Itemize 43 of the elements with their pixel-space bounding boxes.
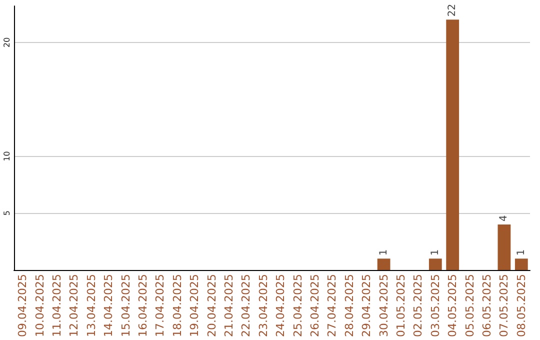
x-tick-label: 25.04.2025 [291, 274, 304, 337]
x-tick-label: 15.04.2025 [119, 274, 132, 337]
y-tick-label: 20 [2, 37, 12, 48]
x-tick-label: 01.05.2025 [394, 274, 408, 337]
x-tick-label: 10.04.2025 [33, 274, 46, 337]
x-tick-label: 06.05.2025 [480, 274, 494, 337]
x-tick-label: 14.04.2025 [102, 274, 116, 337]
x-tick-label: 20.04.2025 [205, 274, 218, 337]
x-tick-label: 21.04.2025 [222, 274, 236, 337]
x-tick-label: 09.04.2025 [16, 274, 30, 337]
bar [377, 258, 390, 270]
x-tick-label: 05.05.2025 [463, 274, 476, 337]
x-tick-label: 13.04.2025 [84, 274, 98, 337]
data-label: 1 [516, 249, 527, 256]
x-tick-label: 23.04.2025 [256, 274, 270, 337]
x-tick-label: 29.04.2025 [360, 274, 374, 337]
x-tick-label: 26.04.2025 [308, 274, 322, 337]
x-tick-label: 30.04.2025 [377, 274, 390, 337]
x-tick-label: 28.04.2025 [342, 274, 356, 337]
data-label: 22 [447, 4, 458, 17]
x-tick-label: 12.04.2025 [68, 274, 81, 337]
y-tick-label: 10 [2, 151, 12, 162]
x-tick-label: 08.05.2025 [514, 274, 528, 337]
x-tick-label: 17.04.2025 [154, 274, 167, 337]
bar [428, 258, 442, 270]
data-label: 1 [430, 249, 441, 256]
x-tick-label: 02.05.2025 [412, 274, 425, 337]
x-tick-label: 11.04.2025 [50, 274, 64, 337]
x-tick-label: 22.04.2025 [240, 274, 253, 337]
data-label: 1 [378, 249, 390, 256]
bar [446, 20, 460, 270]
x-tick-label: 04.05.2025 [446, 274, 460, 337]
y-tick-label: 5 [2, 210, 12, 216]
bar [498, 224, 511, 270]
x-tick-label: 27.04.2025 [326, 274, 339, 337]
x-tick-label: 07.05.2025 [498, 274, 511, 337]
bar [514, 258, 528, 270]
x-tick-label: 03.05.2025 [428, 274, 442, 337]
x-tick-label: 16.04.2025 [136, 274, 150, 337]
x-tick-label: 18.04.2025 [170, 274, 184, 337]
data-label: 4 [498, 215, 510, 222]
x-tick-label: 19.04.2025 [188, 274, 202, 337]
x-tick-label: 24.04.2025 [274, 274, 288, 337]
